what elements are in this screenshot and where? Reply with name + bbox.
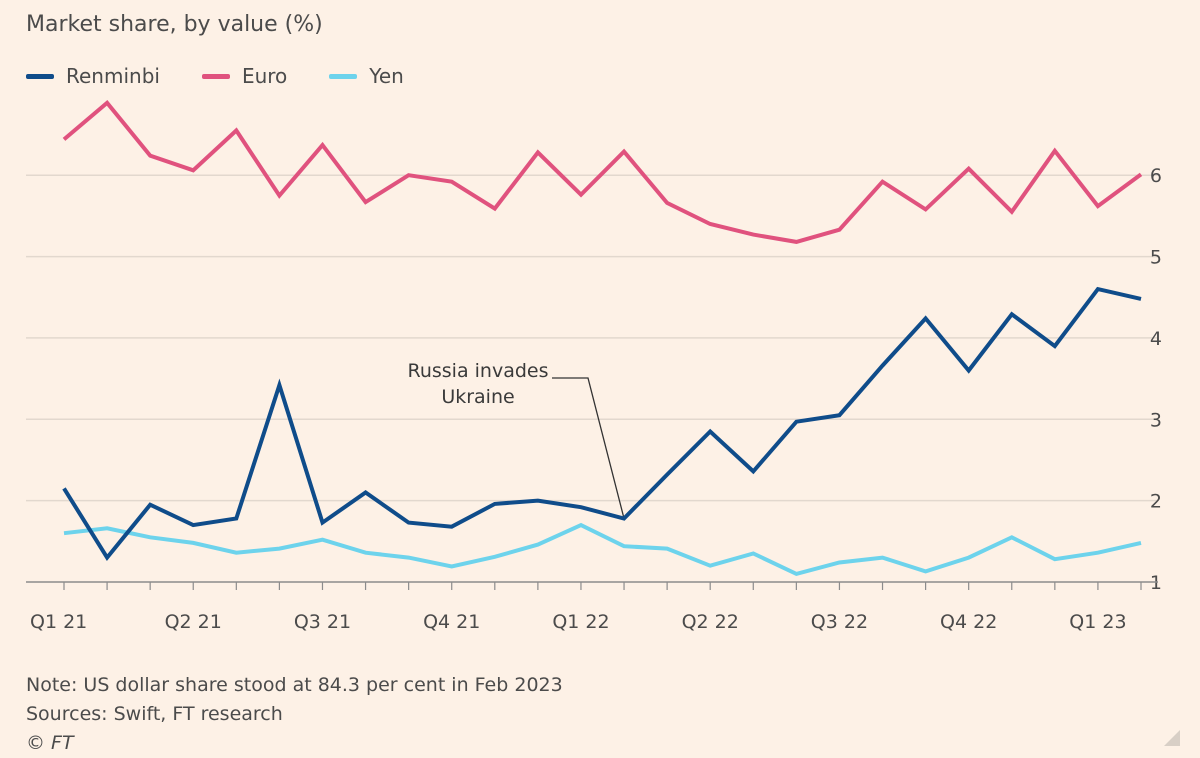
sources-text: Sources: Swift, FT research [26, 703, 283, 725]
y-tick-label: 6 [1150, 165, 1162, 187]
y-tick-label: 4 [1150, 328, 1162, 350]
x-tick-label: Q3 21 [294, 611, 351, 633]
series-line-euro [62, 99, 1143, 244]
series-line-yen [63, 522, 1142, 577]
resize-corner-icon [1164, 730, 1180, 746]
legend-swatch-renminbi [26, 73, 54, 79]
annotation-leader-line [552, 377, 625, 519]
legend-swatch-euro [201, 73, 230, 79]
x-tick-label: Q1 23 [1069, 611, 1126, 633]
credit-text: © FT [26, 732, 74, 754]
legend-item-yen: Yen [329, 64, 404, 88]
y-tick-label: 5 [1150, 247, 1162, 269]
note-text: Note: US dollar share stood at 84.3 per … [26, 674, 563, 696]
x-tick-label: Q4 21 [423, 611, 480, 633]
annotation-text: Russia invades [407, 360, 548, 382]
legend-label-euro: Euro [241, 64, 288, 88]
x-tick-label: Q3 22 [811, 611, 868, 633]
legend-item-euro: Euro [201, 64, 288, 88]
chart-subtitle: Market share, by value (%) [26, 12, 323, 37]
annotation-text: Ukraine [441, 386, 514, 408]
legend-label-renminbi: Renminbi [66, 64, 160, 88]
y-tick-label: 2 [1150, 491, 1162, 513]
legend: Renminbi Euro Yen [26, 64, 446, 88]
x-tick-label: Q4 22 [940, 611, 997, 633]
legend-swatch-yen [329, 73, 358, 79]
series-line-renminbi [62, 286, 1142, 562]
y-tick-label: 1 [1150, 572, 1162, 594]
legend-label-yen: Yen [369, 64, 404, 88]
legend-item-renminbi: Renminbi [26, 64, 160, 88]
x-tick-label: Q1 21 [30, 611, 87, 633]
x-tick-label: Q2 21 [165, 611, 222, 633]
chart-notes: Note: US dollar share stood at 84.3 per … [26, 671, 563, 758]
x-tick-label: Q1 22 [552, 611, 609, 633]
x-tick-label: Q2 22 [682, 611, 739, 633]
y-tick-label: 3 [1150, 409, 1162, 431]
